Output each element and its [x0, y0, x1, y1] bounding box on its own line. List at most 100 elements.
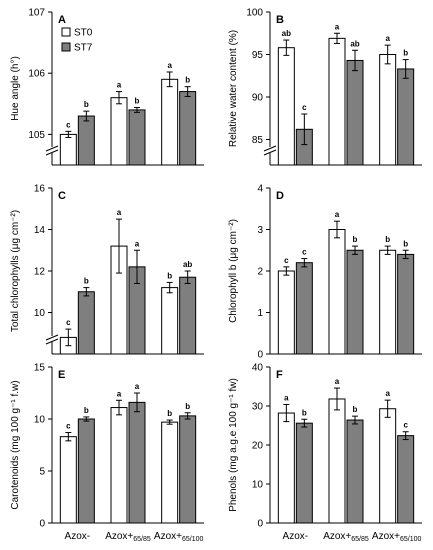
axis-break-mark — [45, 149, 59, 156]
x-category-main: Azox+ — [323, 531, 351, 542]
panel-letter: B — [276, 14, 284, 26]
significance-letter: b — [185, 402, 190, 411]
significance-letter: a — [117, 81, 122, 90]
bar-st0 — [328, 229, 346, 355]
y-tick-label: 95 — [252, 50, 264, 61]
axis-break-mark — [45, 338, 59, 345]
y-axis-label: Total chlorophylls (μg cm⁻²) — [10, 210, 21, 332]
y-tick-label: 12 — [34, 267, 46, 278]
y-tick-label: 85 — [252, 135, 264, 146]
bar-st0 — [59, 133, 77, 166]
bar-st0 — [328, 398, 346, 524]
axis-break-gap — [46, 147, 58, 153]
y-tick-label: 40 — [252, 363, 264, 374]
significance-letter: b — [167, 271, 172, 280]
significance-letter: a — [335, 210, 340, 219]
legend-swatch-st0 — [61, 27, 71, 37]
bar-st7 — [397, 253, 415, 355]
bar-st7 — [179, 91, 197, 166]
bar-st7 — [77, 418, 95, 524]
bar-st7 — [346, 249, 364, 355]
significance-letter: b — [135, 96, 140, 105]
significance-letter: a — [117, 208, 122, 217]
significance-letter: a — [135, 239, 140, 248]
significance-letter: b — [84, 277, 89, 286]
bar-st0 — [161, 421, 179, 524]
x-category-sub: 65/85 — [133, 536, 151, 543]
y-tick-label: 1 — [257, 308, 263, 319]
significance-letter: b — [353, 405, 358, 414]
x-category-main: Azox+ — [372, 531, 400, 542]
significance-letter: ab — [350, 39, 359, 48]
y-axis-label: Carotenoids (mg 100 g⁻¹ f.w) — [10, 380, 21, 509]
significance-letter: a — [335, 22, 340, 31]
bar-st7 — [295, 262, 313, 355]
bar-st0 — [59, 436, 77, 524]
x-category-label: Azox- — [65, 531, 91, 542]
panel-letter: A — [58, 14, 66, 26]
bar-st0 — [379, 54, 397, 166]
y-tick-label: 10 — [34, 415, 46, 426]
panel-letter: C — [58, 190, 66, 202]
y-tick-label: 10 — [252, 480, 264, 491]
bar-st0 — [161, 287, 179, 355]
y-tick-label: 0 — [257, 519, 263, 530]
bar-st7 — [128, 401, 146, 524]
bar-st7 — [397, 435, 415, 524]
significance-letter: b — [403, 239, 408, 248]
significance-letter: c — [66, 422, 71, 431]
panel-letter: E — [58, 369, 65, 381]
y-tick-label: 16 — [34, 184, 46, 195]
bar-st7 — [397, 68, 415, 166]
panel-E: 0 5 10 15 Carotenoids (mg 100 g⁻¹ f.w) Ec a b b a… — [10, 363, 204, 543]
axis-break-mark — [263, 145, 277, 152]
legend-label-st7: ST7 — [74, 43, 93, 54]
significance-letter: c — [302, 103, 307, 112]
axis-break-mark — [45, 334, 59, 341]
significance-letter: b — [353, 235, 358, 244]
panel-A: 105 106 107 Hue angle (h°) Ac a a b b b — [10, 8, 204, 166]
bar-st7 — [179, 415, 197, 524]
y-tick-label: 106 — [28, 69, 45, 80]
significance-letter: a — [167, 61, 172, 70]
significance-letter: b — [84, 100, 89, 109]
axis-break-gap — [46, 336, 58, 342]
significance-letter: a — [135, 382, 140, 391]
y-tick-label: 2 — [257, 267, 263, 278]
axis-break-mark — [45, 145, 59, 152]
panel-letter: F — [276, 369, 283, 381]
y-tick-label: 90 — [252, 93, 264, 104]
y-tick-label: 14 — [34, 225, 46, 236]
x-category-label: Azox+65/100 — [372, 531, 422, 543]
bar-st0 — [277, 270, 295, 355]
bar-st0 — [161, 78, 179, 166]
significance-letter: b — [167, 409, 172, 418]
bar-st0 — [277, 47, 295, 166]
y-tick-label: 105 — [28, 130, 45, 141]
y-axis-label: Hue angle (h°) — [10, 56, 21, 121]
y-tick-label: 20 — [252, 441, 264, 452]
x-category-main: Azox+ — [154, 531, 182, 542]
bar-st0 — [379, 249, 397, 355]
y-tick-label: 5 — [39, 467, 45, 478]
significance-letter: c — [284, 256, 289, 265]
x-category-sub: 65/100 — [400, 536, 422, 543]
axis-break-gap — [264, 147, 276, 153]
significance-letter: c — [302, 248, 307, 257]
x-category-sub: 65/85 — [351, 536, 369, 543]
bar-st0 — [379, 408, 397, 524]
x-category-main: Azox- — [65, 531, 91, 542]
y-axis-label: Chlorophyll b (μg cm⁻²) — [228, 219, 239, 323]
y-axis-label: Relative water content (%) — [228, 30, 239, 147]
axis-break-mark — [263, 149, 277, 156]
x-category-main: Azox+ — [105, 531, 133, 542]
y-tick-label: 3 — [257, 225, 263, 236]
y-tick-label: 15 — [34, 363, 46, 374]
significance-letter: a — [335, 377, 340, 386]
x-category-sub: 65/100 — [182, 536, 204, 543]
significance-letter: a — [284, 393, 289, 402]
